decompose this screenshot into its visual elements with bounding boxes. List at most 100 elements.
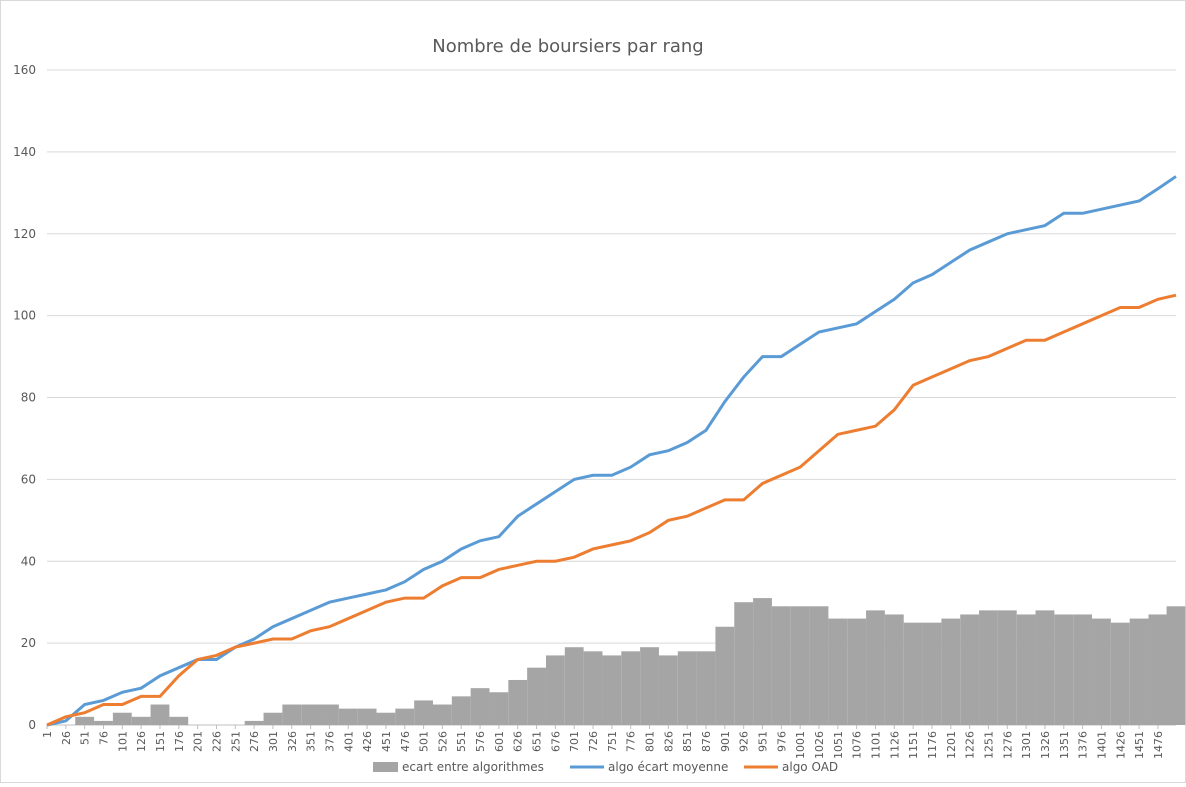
- bar: [282, 704, 302, 725]
- bar: [979, 610, 998, 725]
- bar: [320, 704, 339, 725]
- x-tick-label: 1201: [945, 731, 958, 759]
- bar: [564, 647, 584, 725]
- x-tick-label: 376: [323, 731, 336, 752]
- x-tick-label: 276: [248, 731, 261, 752]
- bar: [94, 720, 113, 725]
- bar: [640, 647, 659, 725]
- x-tick-label: 1251: [982, 731, 995, 759]
- y-tick-label: 20: [21, 636, 36, 650]
- y-tick-label: 60: [21, 472, 36, 486]
- bar: [602, 655, 622, 725]
- x-tick-label: 1451: [1133, 731, 1146, 759]
- bar: [301, 704, 321, 725]
- chart-title: Nombre de boursiers par rang: [432, 36, 704, 57]
- x-tick-label: 26: [60, 731, 73, 745]
- x-tick-label: 451: [380, 731, 393, 752]
- x-tick-label: 176: [173, 731, 186, 752]
- x-tick-label: 751: [606, 731, 619, 752]
- bar: [131, 716, 151, 725]
- x-tick-label: 626: [512, 731, 525, 752]
- x-tick-label: 901: [719, 731, 732, 752]
- x-tick-label: 1026: [813, 731, 826, 759]
- x-tick-label: 251: [229, 731, 242, 752]
- bar: [753, 598, 772, 725]
- bar: [1016, 614, 1036, 725]
- y-tick-label: 0: [28, 718, 36, 732]
- bar: [244, 720, 264, 725]
- bar: [790, 606, 810, 725]
- x-tick-label: 976: [775, 731, 788, 752]
- bar: [414, 700, 433, 725]
- x-tick-label: 1301: [1020, 731, 1033, 759]
- x-tick-label: 351: [305, 731, 318, 752]
- bar: [771, 606, 791, 725]
- bar: [1148, 614, 1168, 725]
- x-tick-label: 551: [455, 731, 468, 752]
- bar: [1129, 618, 1149, 725]
- x-tick-label: 201: [192, 731, 205, 752]
- y-tick-label: 120: [13, 227, 36, 241]
- bar: [677, 651, 697, 725]
- bar: [112, 712, 132, 725]
- x-tick-label: 851: [681, 731, 694, 752]
- bar: [960, 614, 980, 725]
- bar: [1073, 614, 1093, 725]
- x-tick-label: 1076: [851, 731, 864, 759]
- bar: [508, 679, 528, 725]
- x-tick-label: 776: [625, 731, 638, 752]
- legend-label: ecart entre algorithmes: [402, 760, 544, 774]
- bar: [1054, 614, 1074, 725]
- bar: [884, 614, 904, 725]
- bar: [621, 651, 641, 725]
- bar: [545, 655, 565, 725]
- line: [46, 293, 1177, 727]
- legend-label: algo OAD: [782, 760, 838, 774]
- x-tick-label: 51: [79, 731, 92, 745]
- bar: [263, 712, 283, 725]
- y-tick-label: 160: [13, 63, 36, 77]
- x-tick-label: 1001: [794, 731, 807, 759]
- bar: [150, 704, 170, 725]
- bar: [451, 696, 471, 725]
- x-tick-label: 801: [644, 731, 657, 752]
- x-tick-label: 501: [418, 731, 431, 752]
- x-tick-label: 1151: [907, 731, 920, 759]
- bar: [376, 712, 396, 725]
- bar: [734, 602, 754, 725]
- x-tick-label: 676: [549, 731, 562, 752]
- y-tick-label: 40: [21, 554, 36, 568]
- bar: [470, 688, 490, 725]
- x-tick-label: 1176: [926, 731, 939, 759]
- x-tick-label: 1326: [1039, 731, 1052, 759]
- x-tick-label: 1051: [832, 731, 845, 759]
- y-tick-label: 140: [13, 145, 36, 159]
- bar: [1092, 618, 1111, 725]
- bar: [432, 704, 452, 725]
- x-tick-label: 1226: [964, 731, 977, 759]
- bar: [527, 667, 546, 725]
- x-tick-label: 126: [135, 731, 148, 752]
- x-tick-label: 726: [587, 731, 600, 752]
- x-tick-label: 1426: [1114, 731, 1127, 759]
- x-tick-label: 101: [116, 731, 129, 752]
- bar: [866, 610, 885, 725]
- bar: [1035, 610, 1055, 725]
- bar: [395, 708, 415, 725]
- bar: [809, 606, 829, 725]
- x-tick-label: 926: [738, 731, 751, 752]
- x-tick-label: 526: [436, 731, 449, 752]
- legend-label: algo écart moyenne: [608, 760, 728, 774]
- bar: [338, 708, 358, 725]
- bar: [696, 651, 716, 725]
- x-tick-label: 1351: [1058, 731, 1071, 759]
- bar: [489, 692, 509, 725]
- x-tick-label: 1: [41, 731, 54, 738]
- bar: [903, 622, 923, 725]
- legend-swatch: [373, 762, 398, 772]
- x-tick-label: 151: [154, 731, 167, 752]
- bar: [658, 655, 678, 725]
- bar: [941, 618, 961, 725]
- bar: [357, 708, 377, 725]
